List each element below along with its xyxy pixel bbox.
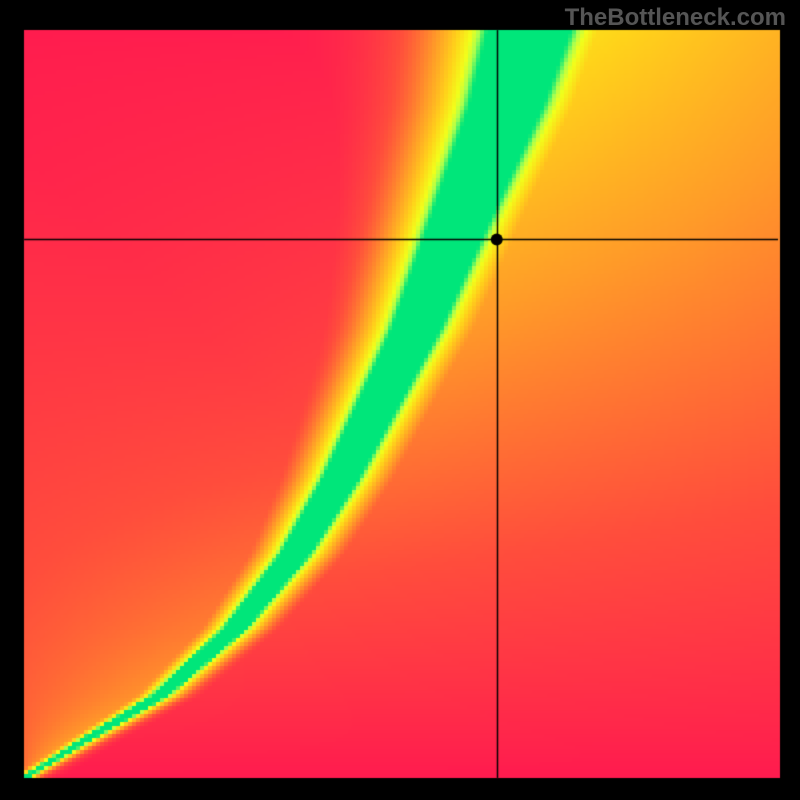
watermark-text: TheBottleneck.com — [565, 4, 786, 32]
overlay-canvas — [0, 0, 800, 800]
chart-container: { "watermark": "TheBottleneck.com", "can… — [0, 0, 800, 800]
